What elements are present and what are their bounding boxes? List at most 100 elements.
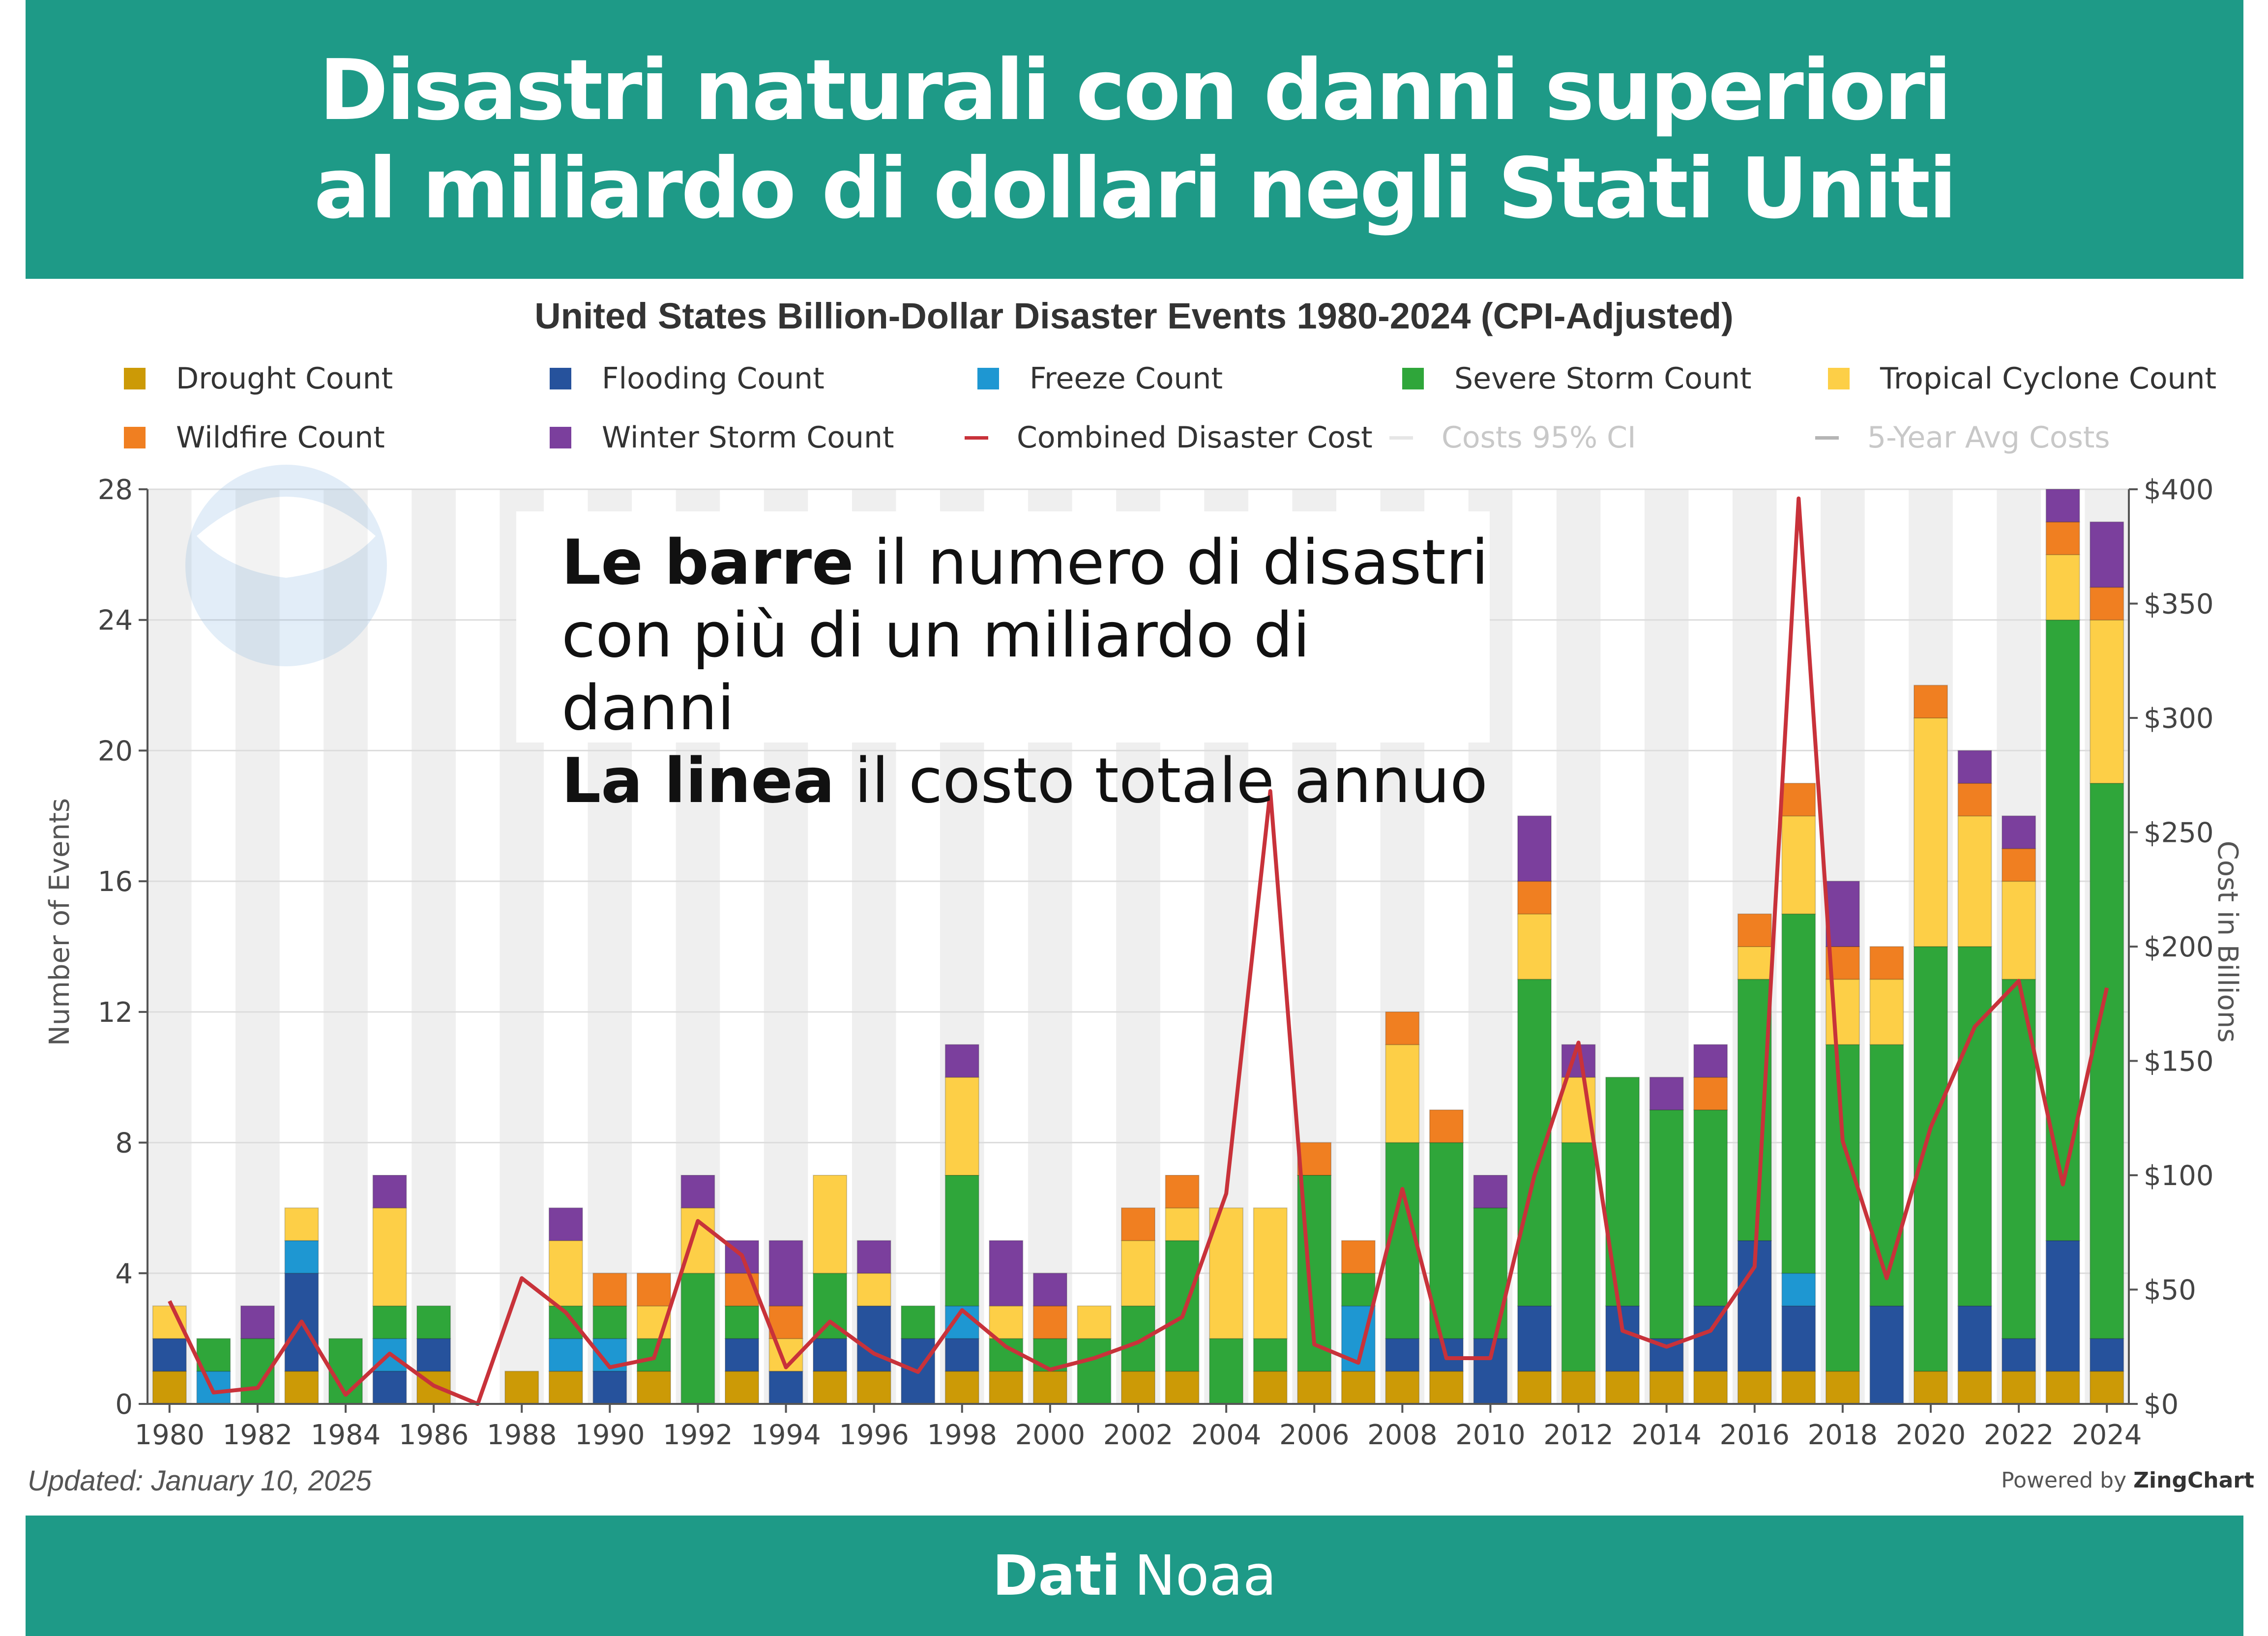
bar-segment-severe-storm[interactable] [1341,1273,1376,1307]
bar-segment-tropical-cyclone[interactable] [856,1273,891,1307]
bar-segment-flooding[interactable] [152,1338,187,1372]
bar-segment-drought[interactable] [1605,1370,1640,1405]
bar-segment-severe-storm[interactable] [1693,1109,1728,1307]
bar-segment-severe-storm[interactable] [1605,1076,1640,1307]
bar-segment-drought[interactable] [2090,1370,2124,1405]
bar-segment-flooding[interactable] [372,1370,407,1405]
bar-segment-flooding[interactable] [944,1338,979,1372]
bar-segment-drought[interactable] [1913,1370,1948,1405]
bar-segment-drought[interactable] [284,1370,319,1405]
bar-segment-severe-storm[interactable] [1825,1044,1860,1372]
bar-segment-freeze[interactable] [1781,1273,1816,1307]
bar-segment-severe-storm[interactable] [592,1305,627,1339]
bar-segment-tropical-cyclone[interactable] [1957,815,1992,948]
cost-line[interactable] [168,496,2109,1406]
bar-segment-severe-storm[interactable] [901,1305,936,1339]
bar-segment-drought[interactable] [1649,1370,1684,1405]
bar-segment-severe-storm[interactable] [944,1175,979,1307]
bar-segment-drought[interactable] [1517,1370,1552,1405]
bar-segment-drought[interactable] [1429,1370,1464,1405]
bar-segment-wildfire[interactable] [1165,1175,1200,1209]
bar-segment-freeze[interactable] [548,1338,583,1372]
bar-segment-flooding[interactable] [1385,1338,1420,1372]
bar-segment-winter-storm[interactable] [768,1240,803,1307]
bar-segment-winter-storm[interactable] [1693,1044,1728,1078]
bar-segment-wildfire[interactable] [2090,587,2124,621]
bar-segment-wildfire[interactable] [1869,946,1904,980]
bar-segment-tropical-cyclone[interactable] [2002,881,2036,980]
bar-segment-flooding[interactable] [768,1370,803,1405]
bar-segment-winter-storm[interactable] [2002,815,2036,849]
bar-segment-wildfire[interactable] [1781,782,1816,817]
bar-segment-tropical-cyclone[interactable] [2090,619,2124,784]
bar-segment-wildfire[interactable] [1341,1240,1376,1274]
bar-segment-winter-storm[interactable] [1825,881,1860,947]
bar-segment-wildfire[interactable] [1517,881,1552,915]
bar-segment-severe-storm[interactable] [416,1305,451,1339]
bar-segment-severe-storm[interactable] [1473,1207,1508,1339]
bar-segment-tropical-cyclone[interactable] [944,1076,979,1176]
bar-segment-flooding[interactable] [592,1370,627,1405]
bar-segment-winter-storm[interactable] [856,1240,891,1274]
bar-segment-tropical-cyclone[interactable] [372,1207,407,1307]
bar-segment-severe-storm[interactable] [1077,1338,1112,1404]
legend-wildfire[interactable]: Wildfire Count [124,418,385,457]
bar-segment-severe-storm[interactable] [2090,782,2124,1339]
bar-segment-drought[interactable] [548,1370,583,1405]
bar-segment-drought[interactable] [1165,1370,1200,1405]
legend-flooding[interactable]: Flooding Count [550,359,825,398]
bar-segment-wildfire[interactable] [1957,782,1992,817]
bar-segment-flooding[interactable] [1473,1338,1508,1404]
bar-segment-drought[interactable] [1957,1370,1992,1405]
bar-segment-drought[interactable] [152,1370,187,1405]
bar-segment-wildfire[interactable] [2045,521,2080,555]
bar-segment-severe-storm[interactable] [1781,913,1816,1274]
legend-combined-cost[interactable]: Combined Disaster Cost [965,418,1373,457]
bar-segment-severe-storm[interactable] [1649,1109,1684,1339]
bar-segment-wildfire[interactable] [1120,1207,1156,1241]
bar-segment-severe-storm[interactable] [1869,1044,1904,1307]
bar-segment-drought[interactable] [1737,1370,1772,1405]
bar-segment-severe-storm[interactable] [1253,1338,1288,1372]
bar-segment-tropical-cyclone[interactable] [152,1305,187,1339]
bar-segment-wildfire[interactable] [592,1273,627,1307]
bar-segment-wildfire[interactable] [1297,1142,1332,1176]
bar-segment-flooding[interactable] [2002,1338,2036,1372]
bar-segment-severe-storm[interactable] [680,1273,715,1404]
bar-segment-flooding[interactable] [724,1338,760,1372]
bar-segment-severe-storm[interactable] [1737,979,1772,1241]
bar-segment-drought[interactable] [1253,1370,1288,1405]
bar-segment-drought[interactable] [1693,1370,1728,1405]
bar-segment-drought[interactable] [636,1370,671,1405]
bar-segment-flooding[interactable] [2045,1240,2080,1372]
bar-segment-tropical-cyclone[interactable] [1517,913,1552,980]
bar-segment-winter-storm[interactable] [1032,1273,1067,1307]
bar-segment-tropical-cyclone[interactable] [1385,1044,1420,1143]
bar-segment-tropical-cyclone[interactable] [1781,815,1816,915]
legend-severe-storm[interactable]: Severe Storm Count [1402,359,1751,398]
bar-segment-freeze[interactable] [284,1240,319,1274]
bar-segment-drought[interactable] [1032,1370,1067,1405]
bar-segment-winter-storm[interactable] [372,1175,407,1209]
bar-segment-drought[interactable] [1341,1370,1376,1405]
bar-segment-drought[interactable] [1120,1370,1156,1405]
bar-segment-flooding[interactable] [1605,1305,1640,1372]
bar-segment-severe-storm[interactable] [724,1305,760,1339]
bar-segment-severe-storm[interactable] [1561,1142,1596,1372]
bar-segment-winter-storm[interactable] [548,1207,583,1241]
bar-segment-drought[interactable] [813,1370,848,1405]
bar-segment-drought[interactable] [1781,1370,1816,1405]
bar-segment-severe-storm[interactable] [1913,946,1948,1372]
powered-by[interactable]: Powered by ZingChart [2001,1468,2254,1493]
legend-winter-storm[interactable]: Winter Storm Count [550,418,894,457]
bar-segment-tropical-cyclone[interactable] [284,1207,319,1241]
bar-segment-winter-storm[interactable] [1473,1175,1508,1209]
bar-segment-wildfire[interactable] [636,1273,671,1307]
bar-segment-tropical-cyclone[interactable] [1077,1305,1112,1339]
bar-segment-severe-storm[interactable] [328,1338,363,1404]
bar-segment-tropical-cyclone[interactable] [548,1240,583,1307]
bar-segment-flooding[interactable] [813,1338,848,1372]
bar-segment-drought[interactable] [724,1370,760,1405]
bar-segment-wildfire[interactable] [1032,1305,1067,1339]
bar-segment-drought[interactable] [944,1370,979,1405]
